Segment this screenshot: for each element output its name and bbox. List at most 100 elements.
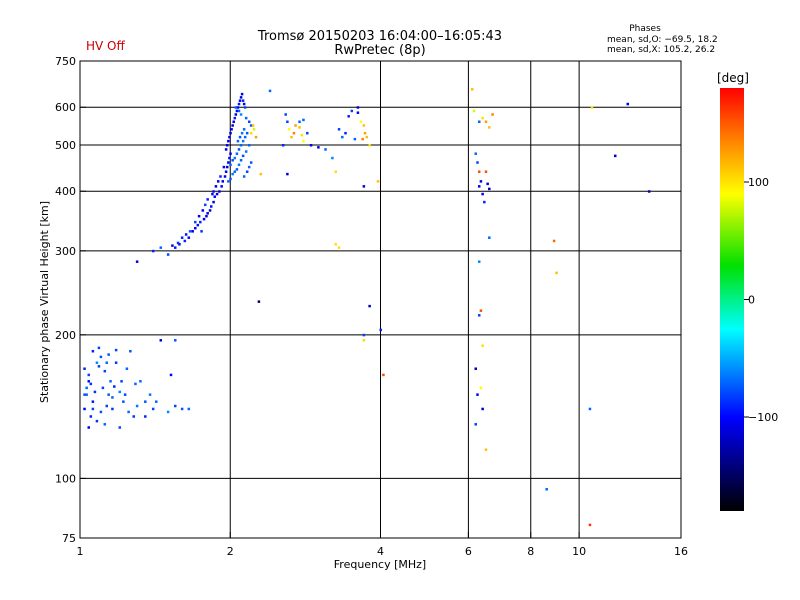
data-point	[216, 180, 220, 183]
data-point	[474, 152, 477, 155]
data-point	[103, 369, 107, 373]
data-point	[247, 143, 251, 147]
data-point	[114, 361, 118, 364]
data-point	[235, 109, 239, 113]
data-point	[135, 404, 139, 408]
data-point	[222, 165, 226, 169]
data-point	[479, 386, 483, 390]
x-tick-label: 10	[572, 545, 586, 558]
data-point	[132, 415, 136, 418]
data-point	[95, 361, 99, 364]
data-point	[484, 448, 488, 451]
data-point	[83, 393, 86, 396]
data-point	[479, 309, 483, 312]
data-point	[225, 165, 229, 169]
data-point	[191, 230, 194, 233]
data-point	[249, 131, 253, 135]
data-point	[239, 143, 243, 147]
data-point	[368, 304, 371, 308]
data-point	[244, 116, 248, 120]
data-point	[221, 180, 225, 183]
data-point	[178, 243, 181, 246]
data-point	[309, 143, 313, 147]
data-point	[236, 139, 240, 143]
data-point	[229, 177, 232, 181]
legend-o-stats: mean, sd,O: −69.5, 18.2	[607, 35, 718, 45]
data-point	[292, 131, 296, 135]
data-point	[227, 161, 230, 164]
data-point	[220, 185, 223, 188]
data-point	[235, 168, 239, 171]
data-point	[481, 116, 484, 120]
x-tick-label: 6	[465, 545, 472, 558]
data-point	[241, 99, 245, 102]
data-point	[239, 159, 243, 162]
data-point	[242, 128, 246, 131]
data-point	[477, 120, 481, 124]
data-point	[223, 175, 227, 178]
data-point	[376, 180, 380, 183]
data-point	[180, 407, 184, 411]
data-point	[99, 410, 103, 414]
data-point	[231, 172, 234, 176]
data-point	[477, 185, 481, 188]
data-point	[481, 344, 484, 347]
data-point	[231, 124, 234, 127]
legend-title: Phases	[629, 24, 661, 34]
data-point	[382, 373, 385, 377]
x-axis-ticks: 1 2 4 6 8 10 16	[77, 532, 688, 558]
data-point	[234, 113, 238, 116]
data-point	[105, 404, 108, 408]
data-point	[239, 96, 243, 99]
data-point	[306, 131, 309, 135]
data-point	[268, 89, 272, 93]
chart-subtitle: RwPretec (8p)	[334, 43, 425, 58]
data-point	[359, 120, 363, 124]
data-point	[479, 180, 483, 183]
data-point	[284, 113, 287, 116]
y-tick-label: 500	[55, 139, 76, 152]
data-point	[111, 396, 114, 399]
data-point	[176, 241, 180, 245]
data-point	[298, 126, 301, 129]
data-point	[228, 156, 231, 160]
data-point	[134, 382, 137, 386]
data-point	[472, 109, 476, 113]
data-point	[118, 390, 122, 394]
data-point	[552, 239, 556, 243]
data-point	[197, 214, 201, 218]
data-point	[334, 170, 337, 173]
data-point	[144, 400, 147, 403]
data-point	[356, 111, 360, 114]
data-point	[215, 192, 219, 196]
data-point	[294, 124, 297, 127]
data-point	[230, 128, 233, 131]
data-point	[159, 246, 163, 249]
data-point	[488, 236, 491, 239]
data-point	[91, 349, 95, 353]
data-point	[218, 190, 221, 193]
data-point	[194, 226, 197, 230]
data-point	[249, 124, 253, 127]
data-point	[337, 246, 341, 249]
data-point	[368, 143, 371, 147]
grid-lines	[80, 61, 681, 538]
x-axis-label: Frequency [MHz]	[334, 558, 426, 571]
data-point	[488, 126, 491, 129]
data-point	[233, 156, 237, 160]
data-point	[588, 407, 592, 411]
data-point	[225, 143, 229, 147]
data-point	[91, 400, 95, 403]
data-point	[199, 220, 202, 224]
data-point	[243, 106, 247, 109]
data-point	[647, 190, 651, 193]
data-point	[247, 120, 251, 124]
data-point	[211, 192, 214, 196]
data-point	[236, 106, 240, 109]
data-point	[337, 128, 341, 131]
data-point	[302, 118, 305, 122]
data-point	[87, 426, 91, 429]
x-tick-label: 8	[527, 545, 534, 558]
data-point	[214, 185, 218, 188]
